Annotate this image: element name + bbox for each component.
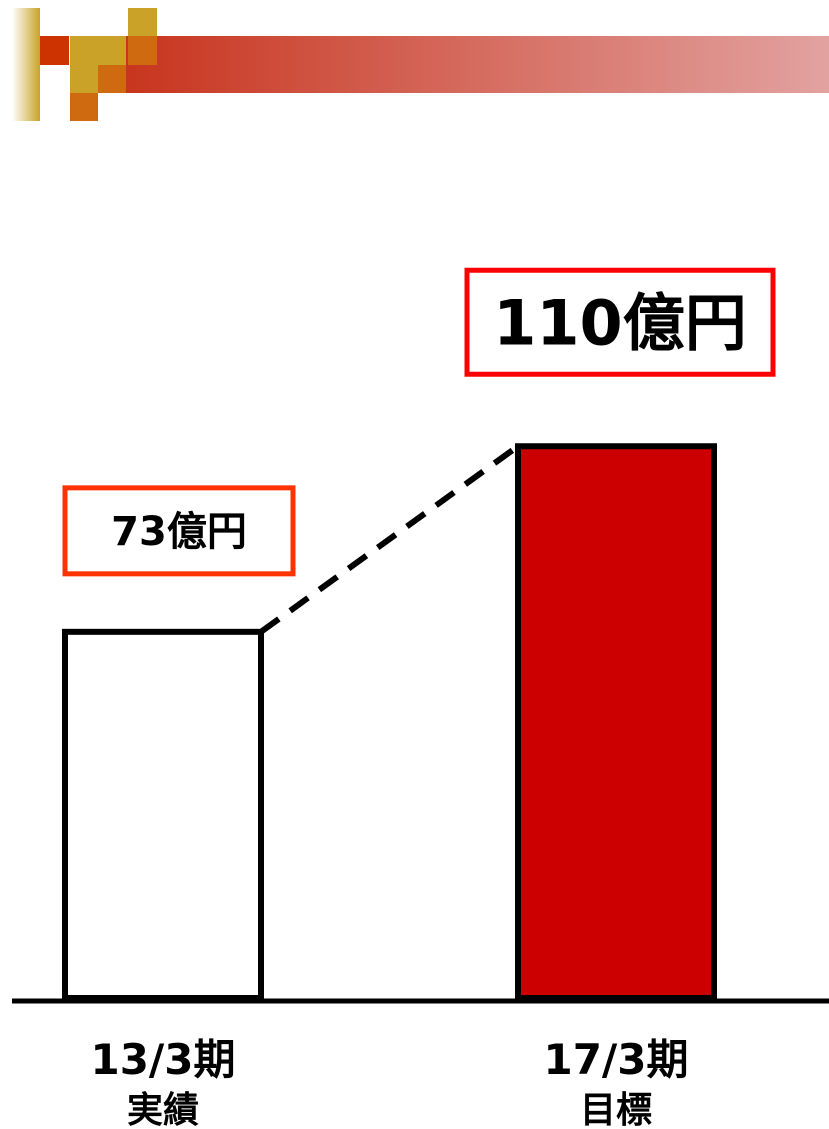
x-tick-label-1: 13/3期 xyxy=(90,1035,235,1084)
bar-1 xyxy=(62,628,264,1001)
x-tick-label-2: 17/3期 xyxy=(543,1035,688,1084)
deco-square-2 xyxy=(40,36,69,65)
x-tick-sublabel-2: 目標 xyxy=(580,1090,652,1129)
header-band xyxy=(125,36,829,93)
deco-square-6 xyxy=(128,36,157,65)
value-callout-2 xyxy=(464,267,776,377)
deco-square-1 xyxy=(12,8,40,121)
deco-square-5 xyxy=(128,8,157,36)
deco-square-4 xyxy=(98,36,126,65)
deco-square-8 xyxy=(98,65,126,93)
value-callout-1 xyxy=(62,485,296,577)
header-decoration xyxy=(12,8,829,121)
data-label-1: 73億円 xyxy=(111,509,247,555)
bar-2 xyxy=(515,443,717,1001)
deco-square-3 xyxy=(70,36,98,65)
x-tick-sublabel-1: 実績 xyxy=(127,1090,199,1129)
deco-square-9 xyxy=(70,93,98,121)
data-label-2: 110億円 xyxy=(493,287,746,360)
deco-square-7 xyxy=(70,65,98,93)
growth-connector-line xyxy=(259,443,520,635)
